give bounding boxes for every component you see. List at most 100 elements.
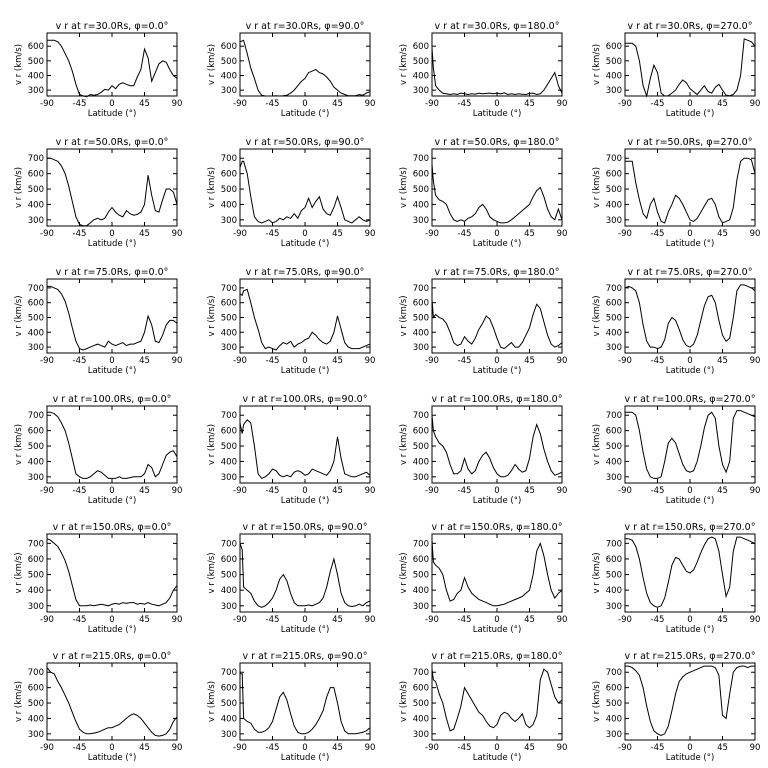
panel-1-4-ylabel: v r (km/s) xyxy=(592,44,602,85)
panel-6-3-ytick-label: 700 xyxy=(413,668,429,678)
panel-6-2-xlabel: Latitude (°) xyxy=(281,753,330,763)
panel-2-4-ytick-label: 400 xyxy=(606,200,622,210)
panel-5-4-xtick-label: -45 xyxy=(651,615,665,625)
panel-5-4-ytick-label: 600 xyxy=(606,555,622,565)
panel-2-1-title: v r at r=50.0Rs, φ=0.0° xyxy=(56,137,169,148)
panel-6-1-ylabel: v r (km/s) xyxy=(14,681,24,722)
panel-5-4-ytick-label: 400 xyxy=(606,586,622,596)
panel-1-1-xtick-label: 45 xyxy=(139,99,150,109)
panel-4-4-xtick-label: -45 xyxy=(651,486,665,496)
panel-1-3-xlabel: Latitude (°) xyxy=(473,109,522,119)
panel-4-1-xtick-label: -45 xyxy=(73,486,87,496)
panel-2-4-xtick-label: -90 xyxy=(618,229,632,239)
panel-6-4-xlabel: Latitude (°) xyxy=(666,753,715,763)
panel-1-3-frame xyxy=(431,32,563,97)
panel-6-3-xlabel: Latitude (°) xyxy=(473,753,522,763)
panel-2-2-title: v r at r=50.0Rs, φ=90.0° xyxy=(246,137,365,148)
panel-6-2-ytick-label: 400 xyxy=(221,714,237,724)
panel-2-4-xtick-label: 90 xyxy=(750,229,761,239)
panel-1-3-title: v r at r=30.0Rs, φ=180.0° xyxy=(435,21,560,32)
panel-3-2-title: v r at r=75.0Rs, φ=90.0° xyxy=(246,267,365,278)
panel-4-1-series-line xyxy=(47,411,178,479)
panel-6-2-xtick-label: -90 xyxy=(233,743,247,753)
panel-1-1-ytick-label: 300 xyxy=(28,86,44,96)
panel-3-3-ytick-label: 700 xyxy=(413,284,429,294)
panel-3-3-title: v r at r=75.0Rs, φ=180.0° xyxy=(435,267,560,278)
panel-1-4-ytick-label: 500 xyxy=(606,57,622,67)
panel-2-2-ytick-label: 400 xyxy=(221,200,237,210)
panel-5-3-ytick-label: 700 xyxy=(413,539,429,549)
panel-2-4-series-line xyxy=(625,157,756,224)
panel-1-1-ytick-label: 600 xyxy=(28,42,44,52)
panel-4-4-ytick-label: 600 xyxy=(606,427,622,437)
panel-2-3-ytick-label: 400 xyxy=(413,200,429,210)
panel-4-1-ytick-label: 600 xyxy=(28,427,44,437)
panel-2-2-xtick-label: -45 xyxy=(266,229,280,239)
panel-1-2-xtick-label: 0 xyxy=(302,99,307,109)
panel-4-2-xlabel: Latitude (°) xyxy=(281,496,330,506)
panel-4-2-title: v r at r=100.0Rs, φ=90.0° xyxy=(243,394,368,405)
panel-6-2-xtick-label: 45 xyxy=(332,743,343,753)
panel-5-3-xtick-label: 0 xyxy=(494,615,499,625)
panel-6-4-xtick-label: -90 xyxy=(618,743,632,753)
panel-3-1-series-line xyxy=(47,285,178,351)
panel-2-2-ytick-label: 700 xyxy=(221,154,237,164)
panel-6-2-xtick-label: -45 xyxy=(266,743,280,753)
panel-6-1-xtick-label: -45 xyxy=(73,743,87,753)
panel-3-3-ytick-label: 300 xyxy=(413,343,429,353)
panel-2-2-xtick-label: 0 xyxy=(302,229,307,239)
panel-4-3-xtick-label: 0 xyxy=(494,486,499,496)
panel-4-4-ylabel: v r (km/s) xyxy=(592,424,602,465)
panel-3-2-xlabel: Latitude (°) xyxy=(281,366,330,376)
panel-4-3-xtick-label: -90 xyxy=(425,486,439,496)
panel-5-4-ytick-label: 300 xyxy=(606,602,622,612)
panel-3-2-ytick-label: 700 xyxy=(221,284,237,294)
panel-4-3-ytick-label: 300 xyxy=(413,473,429,483)
panel-6-1-ytick-label: 600 xyxy=(28,684,44,694)
panel-4-2-ytick-label: 400 xyxy=(221,457,237,467)
panel-3-4-ytick-label: 400 xyxy=(606,328,622,338)
panel-3-4-series-line xyxy=(624,284,756,350)
panel-6-4-ytick-label: 300 xyxy=(606,730,622,740)
panel-1-1-xtick-label: -90 xyxy=(40,99,54,109)
panel-5-1-xtick-label: 45 xyxy=(139,615,150,625)
panel-4-3-xtick-label: 90 xyxy=(557,486,568,496)
panel-5-4-xlabel: Latitude (°) xyxy=(666,625,715,635)
panel-1-4-xtick-label: -90 xyxy=(618,99,632,109)
panel-3-1-ytick-label: 300 xyxy=(28,343,44,353)
panel-4-2-xtick-label: 45 xyxy=(332,486,343,496)
panel-3-3-xtick-label: -45 xyxy=(458,356,472,366)
panel-1-2-xtick-label: 90 xyxy=(365,99,376,109)
panel-6-3-title: v r at r=215.0Rs, φ=180.0° xyxy=(432,651,563,662)
panel-2-4-ytick-label: 300 xyxy=(606,216,622,226)
panel-5-2-ylabel: v r (km/s) xyxy=(207,552,217,593)
panel-5-1-ytick-label: 300 xyxy=(28,602,44,612)
panel-2-4-ytick-label: 500 xyxy=(606,185,622,195)
panel-1-3-ytick-label: 400 xyxy=(413,71,429,81)
panel-5-2-ytick-label: 500 xyxy=(221,571,237,581)
panel-3-2-xtick-label: -45 xyxy=(266,356,280,366)
panel-1-4-xlabel: Latitude (°) xyxy=(666,109,715,119)
panel-5-2-ytick-label: 300 xyxy=(221,602,237,612)
panel-4-3-ytick-label: 500 xyxy=(413,442,429,452)
panel-2-1-xtick-label: -90 xyxy=(40,229,54,239)
panel-3-2-ytick-label: 500 xyxy=(221,313,237,323)
panel-2-1-frame xyxy=(46,148,178,227)
panel-2-1-ylabel: v r (km/s) xyxy=(14,167,24,208)
panel-5-3-title: v r at r=150.0Rs, φ=180.0° xyxy=(432,522,563,533)
panel-3-1-xtick-label: 45 xyxy=(139,356,150,366)
panel-5-4-series-line xyxy=(625,536,756,608)
panel-2-2-ytick-label: 300 xyxy=(221,216,237,226)
panel-5-2-ytick-label: 400 xyxy=(221,586,237,596)
panel-6-2-xtick-label: 0 xyxy=(302,743,307,753)
panel-5-2-ytick-label: 600 xyxy=(221,555,237,565)
panel-5-2-ytick-label: 700 xyxy=(221,539,237,549)
panel-1-3-xtick-label: 0 xyxy=(494,99,499,109)
panel-3-4-title: v r at r=75.0Rs, φ=270.0° xyxy=(628,267,753,278)
panel-2-3-title: v r at r=50.0Rs, φ=180.0° xyxy=(435,137,560,148)
panel-4-1-xtick-label: 45 xyxy=(139,486,150,496)
panel-6-1-ytick-label: 400 xyxy=(28,714,44,724)
panel-1-2-xlabel: Latitude (°) xyxy=(281,109,330,119)
panel-4-4-frame xyxy=(624,405,756,484)
panel-6-2-xtick-label: 90 xyxy=(365,743,376,753)
